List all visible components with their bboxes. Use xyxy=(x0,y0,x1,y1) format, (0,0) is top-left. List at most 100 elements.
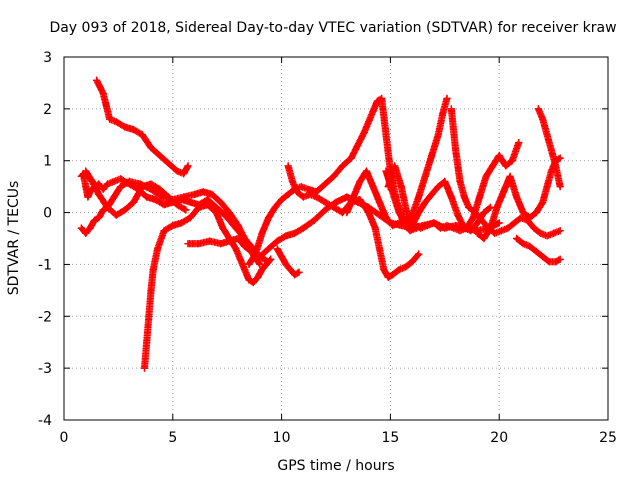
data-point xyxy=(173,201,181,209)
data-point xyxy=(421,198,429,206)
data-point xyxy=(95,190,103,199)
data-point xyxy=(543,182,551,191)
data-point xyxy=(456,227,464,235)
data-point xyxy=(480,234,488,243)
data-point xyxy=(179,193,188,201)
data-point xyxy=(525,242,534,250)
data-point xyxy=(510,219,519,227)
data-point xyxy=(517,214,525,222)
data-point xyxy=(149,265,157,274)
data-point xyxy=(173,167,181,175)
data-point xyxy=(142,338,151,346)
x-tick-label: 20 xyxy=(490,430,508,446)
data-point xyxy=(103,203,112,212)
data-point xyxy=(288,177,297,186)
data-point xyxy=(547,146,556,155)
data-point xyxy=(256,260,264,269)
data-point xyxy=(388,221,397,230)
data-point xyxy=(536,229,545,238)
data-point xyxy=(99,89,107,97)
data-point xyxy=(121,206,129,214)
data-series xyxy=(77,76,564,372)
data-point xyxy=(401,263,410,271)
data-point xyxy=(362,167,371,175)
data-point xyxy=(377,94,386,103)
data-point xyxy=(397,182,405,191)
data-point xyxy=(160,201,168,209)
data-point xyxy=(129,198,138,206)
data-point xyxy=(253,273,262,282)
data-point xyxy=(347,154,355,162)
data-point xyxy=(138,131,147,139)
data-point xyxy=(290,229,299,238)
data-point xyxy=(428,151,436,160)
y-tick-label: 3 xyxy=(43,50,52,66)
data-point xyxy=(99,185,107,193)
data-point xyxy=(371,224,379,232)
data-point xyxy=(467,227,475,235)
data-point xyxy=(145,312,153,320)
data-point xyxy=(236,255,244,263)
data-point xyxy=(184,162,192,170)
data-point xyxy=(125,177,133,186)
data-point xyxy=(552,162,560,170)
x-axis-label: GPS time / hours xyxy=(277,458,394,474)
chart-title: Day 093 of 2018, Sidereal Day-to-day VTE… xyxy=(49,20,616,36)
data-point xyxy=(221,211,229,219)
series-markers xyxy=(140,201,275,372)
data-point xyxy=(103,180,112,188)
data-point xyxy=(184,239,192,248)
data-point xyxy=(460,193,469,201)
data-point xyxy=(186,198,194,206)
data-point xyxy=(129,125,138,134)
data-point xyxy=(216,239,225,248)
data-point xyxy=(493,203,501,212)
y-tick-label: -3 xyxy=(38,361,52,377)
data-point xyxy=(264,214,273,222)
data-point xyxy=(414,250,423,258)
data-point xyxy=(349,193,358,201)
data-point xyxy=(95,214,103,222)
data-point xyxy=(332,198,340,206)
data-point xyxy=(354,141,362,149)
data-point xyxy=(282,232,290,240)
data-point xyxy=(271,203,279,212)
y-tick-label: 2 xyxy=(43,102,52,118)
data-point xyxy=(99,206,107,214)
y-axis-label: SDTVAR / TECUs xyxy=(6,181,22,296)
data-point xyxy=(471,208,479,217)
series-sat-k xyxy=(384,138,523,235)
data-point xyxy=(277,195,286,204)
y-tick-label: -2 xyxy=(38,309,52,325)
data-point xyxy=(240,242,249,250)
y-tick-label: -4 xyxy=(38,413,52,429)
data-point xyxy=(212,203,221,212)
data-point xyxy=(360,128,368,136)
data-point xyxy=(395,208,403,217)
data-point xyxy=(258,265,266,274)
data-point xyxy=(293,188,301,196)
series-markers xyxy=(92,76,192,178)
data-point xyxy=(556,227,564,235)
data-point xyxy=(245,260,253,269)
data-point xyxy=(406,227,414,235)
data-point xyxy=(491,229,499,238)
data-point xyxy=(312,193,321,201)
data-point xyxy=(423,221,432,230)
series-sat-a xyxy=(92,76,192,178)
data-point xyxy=(138,182,147,191)
data-point xyxy=(539,252,547,261)
data-point xyxy=(110,177,118,186)
data-point xyxy=(216,198,225,206)
series-sat-c xyxy=(77,169,273,266)
data-point xyxy=(112,211,120,219)
data-point xyxy=(430,219,438,227)
data-point xyxy=(284,190,292,199)
data-point xyxy=(451,146,460,155)
data-point xyxy=(116,175,125,183)
data-point xyxy=(532,208,540,217)
data-point xyxy=(249,278,258,287)
data-point xyxy=(273,237,281,245)
data-point xyxy=(190,190,199,199)
y-tick-label: 0 xyxy=(43,206,52,222)
